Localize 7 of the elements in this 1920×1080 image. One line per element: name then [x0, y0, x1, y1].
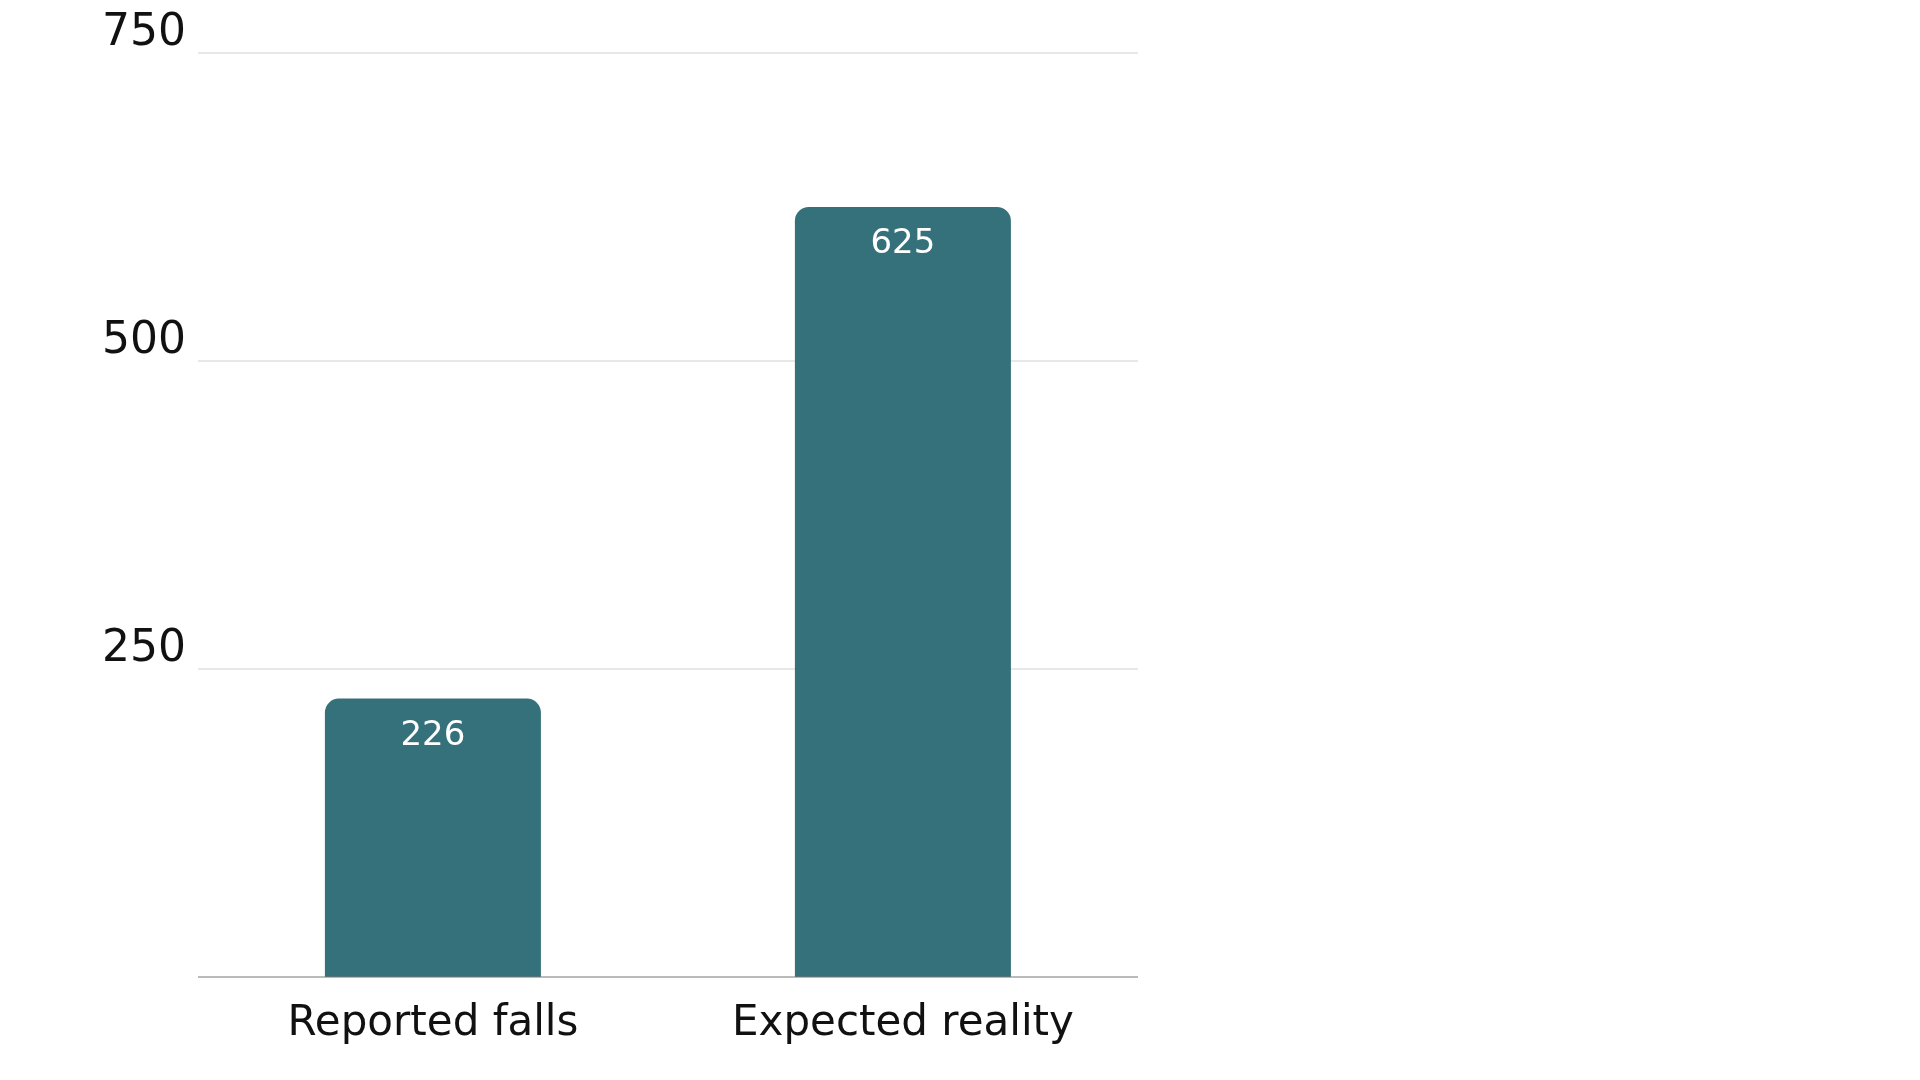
x-tick-label: Expected reality — [732, 995, 1074, 1045]
y-tick-label: 250 — [102, 620, 186, 671]
data-label: 226 — [400, 712, 466, 753]
data-label: 625 — [870, 221, 936, 262]
y-tick-label: 500 — [102, 312, 186, 363]
y-tick-label: 750 — [102, 4, 186, 55]
x-tick-label: Reported falls — [287, 995, 579, 1045]
